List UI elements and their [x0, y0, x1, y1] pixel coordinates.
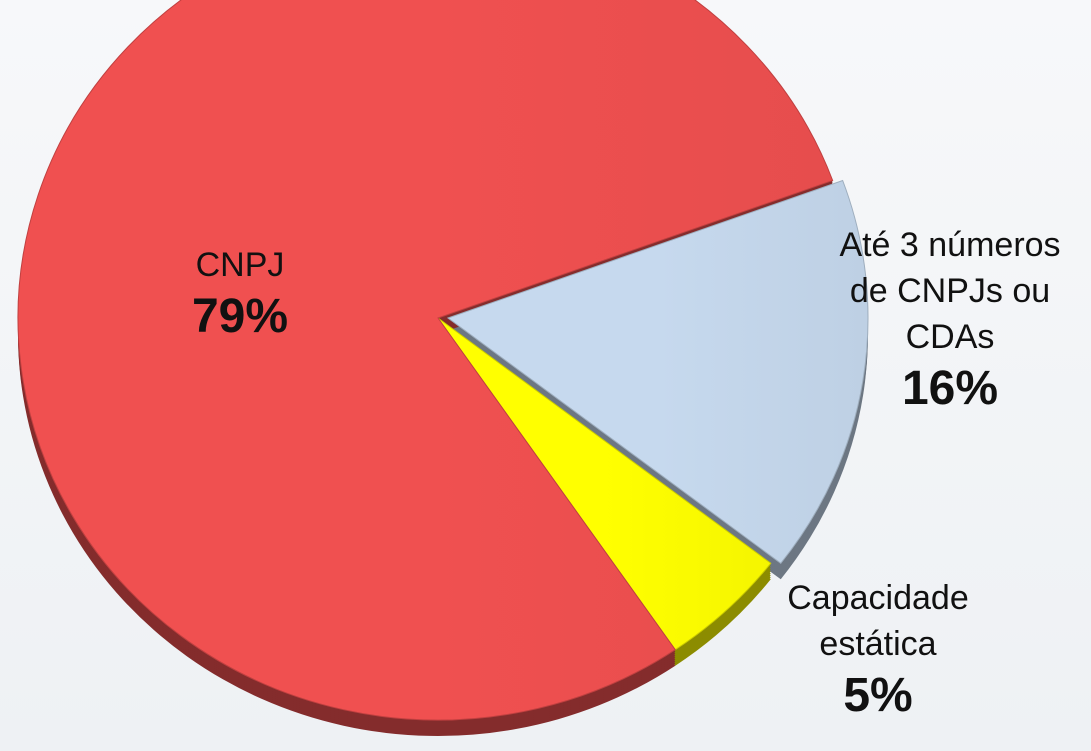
slice-label: Até 3 números de CNPJs ou CDAs 16%	[820, 222, 1080, 418]
slice	[446, 179, 869, 564]
category-label: Capacidade estática	[787, 579, 969, 663]
value-label: 79%	[191, 290, 289, 343]
slice-label: CNPJ 79%	[110, 242, 370, 346]
value-label: 5%	[843, 669, 913, 722]
slice	[17, 0, 834, 721]
slice-label: Capacidade estática 5%	[748, 575, 1008, 725]
category-label: Até 3 números de CNPJs ou CDAs	[839, 226, 1061, 356]
value-label: 16%	[901, 362, 999, 415]
category-label: CNPJ	[195, 246, 285, 284]
